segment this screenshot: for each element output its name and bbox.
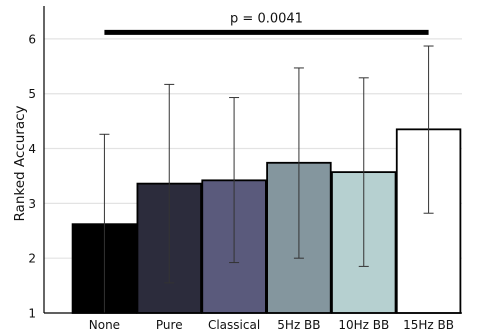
significance-annotation: p = 0.0041 <box>104 11 429 35</box>
bars <box>71 128 462 314</box>
p-value-label: p = 0.0041 <box>230 11 303 26</box>
y-axis-label: Ranked Accuracy <box>12 105 28 221</box>
x-tick-label-none: None <box>89 318 120 332</box>
x-tick-label-5hz-bb: 5Hz BB <box>277 318 320 332</box>
x-tick-label-15hz-bb: 15Hz BB <box>403 318 454 332</box>
x-tick-label-10hz-bb: 10Hz BB <box>338 318 389 332</box>
error-bars <box>99 45 434 314</box>
y-tick-label-5: 5 <box>28 87 36 101</box>
y-tick-label-3: 3 <box>28 197 36 211</box>
y-tick-label-4: 4 <box>28 142 36 156</box>
x-tick-label-classical: Classical <box>208 318 260 332</box>
axes: Ranked Accuracy 1 2 3 4 5 6 None Pure Classical 5… <box>12 6 462 332</box>
y-tick-label-2: 2 <box>28 252 36 266</box>
x-tick-label-pure: Pure <box>156 318 183 332</box>
y-tick-label-6: 6 <box>28 32 36 46</box>
y-tick-label-1: 1 <box>28 307 36 321</box>
